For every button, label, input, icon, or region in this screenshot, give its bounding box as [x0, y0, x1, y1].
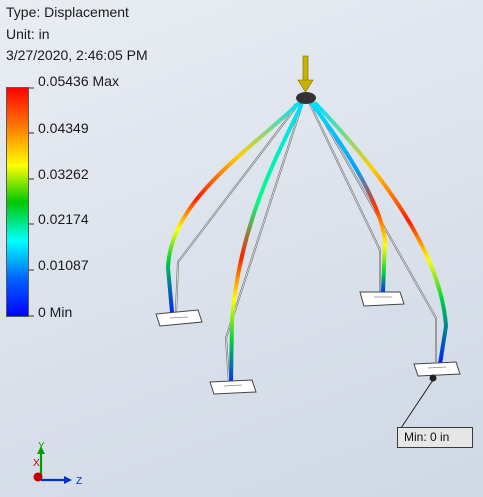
undeformed-frame — [175, 101, 437, 383]
legend-tick-3: 0.02174 — [38, 211, 89, 227]
legend-max-label: 0.05436 Max — [38, 73, 119, 89]
min-probe-marker — [429, 374, 437, 382]
min-probe-leader — [400, 379, 434, 429]
undeformed-frame-inner — [175, 101, 437, 383]
legend-tick-4: 0.01087 — [38, 257, 89, 273]
legend-tick-2: 0.03262 — [38, 166, 89, 182]
foot-pads — [155, 291, 461, 395]
displacement-contour-legs — [165, 102, 449, 384]
foot-pad-details — [169, 296, 447, 387]
result-timestamp-label: 3/27/2020, 2:46:05 PM — [6, 47, 148, 63]
legend-ticks — [29, 87, 34, 317]
view-triad-icon[interactable] — [33, 446, 73, 484]
triad-y-label: Y — [38, 441, 45, 452]
legend-min-label: 0 Min — [38, 304, 73, 320]
triad-z-label: Z — [76, 476, 82, 487]
legend-gradient — [7, 88, 28, 316]
result-unit-label: Unit: in — [6, 26, 50, 42]
color-legend-bar — [6, 87, 29, 317]
load-arrow-icon — [297, 55, 314, 93]
min-probe-label[interactable]: Min: 0 in — [397, 427, 473, 448]
legend-tick-1: 0.04349 — [38, 120, 89, 136]
top-hub — [296, 92, 316, 104]
result-type-label: Type: Displacement — [6, 4, 129, 20]
triad-x-label: X — [33, 458, 40, 469]
